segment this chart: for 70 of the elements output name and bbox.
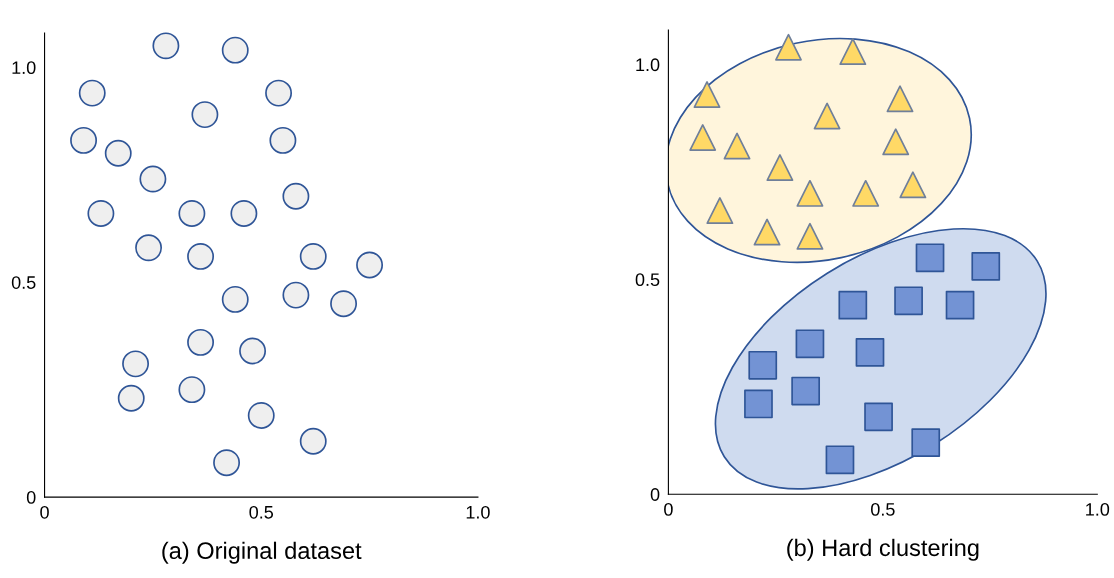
point [78,79,106,107]
x-axis-title: (b) Hard clustering [787,538,979,561]
point [178,376,206,404]
point [356,251,384,279]
point [825,445,855,475]
point [723,132,751,160]
point [753,218,781,246]
point [775,33,802,61]
y-tick-label: 1.0 [12,61,36,75]
point [187,242,215,270]
y-tick-label: 0 [26,491,36,504]
x-axis-title: (a) Original dataset [162,541,362,564]
point [269,126,297,154]
point [282,182,310,210]
point [945,290,975,320]
point [839,38,867,65]
point [852,179,880,207]
point [796,222,824,250]
point [330,290,358,318]
point [855,337,885,367]
point [882,128,910,156]
point [894,286,923,316]
point [265,79,293,107]
point [689,124,717,151]
point [152,32,180,60]
point [230,199,258,227]
point [87,199,115,227]
y-tick-label: 1.0 [636,58,660,72]
point [693,81,721,108]
y-tick-label: 0.5 [11,276,36,289]
x-tick-label: 1.0 [466,505,490,519]
point [282,281,310,309]
x-tick-label: 1.0 [1086,503,1110,516]
point [239,337,267,365]
point [122,350,150,378]
point [838,290,868,320]
x-tick-label: 0 [664,503,673,516]
point [744,389,773,419]
point [221,36,249,64]
point [971,252,1001,281]
point [213,449,241,477]
point [299,427,327,455]
point [796,179,824,207]
x-tick-label: 0 [40,505,49,519]
point [247,401,275,429]
point [187,328,215,356]
x-tick-label: 0.5 [871,503,895,516]
point [748,350,778,380]
point [864,402,893,432]
point [886,85,914,113]
point [915,243,945,273]
point [104,139,132,167]
point [70,126,98,154]
point [813,102,841,130]
point [299,242,327,270]
point [139,165,167,193]
point [795,329,825,359]
x-tick-label: 0.5 [249,505,274,519]
point [221,285,249,313]
point [178,199,206,227]
point [899,171,927,199]
point [135,234,163,262]
point [766,154,794,182]
point [191,101,219,129]
point [117,384,145,412]
point [791,376,821,406]
y-tick-label: 0 [650,488,660,501]
point [911,428,941,457]
y-tick-label: 0.5 [635,273,660,287]
point [706,197,734,225]
